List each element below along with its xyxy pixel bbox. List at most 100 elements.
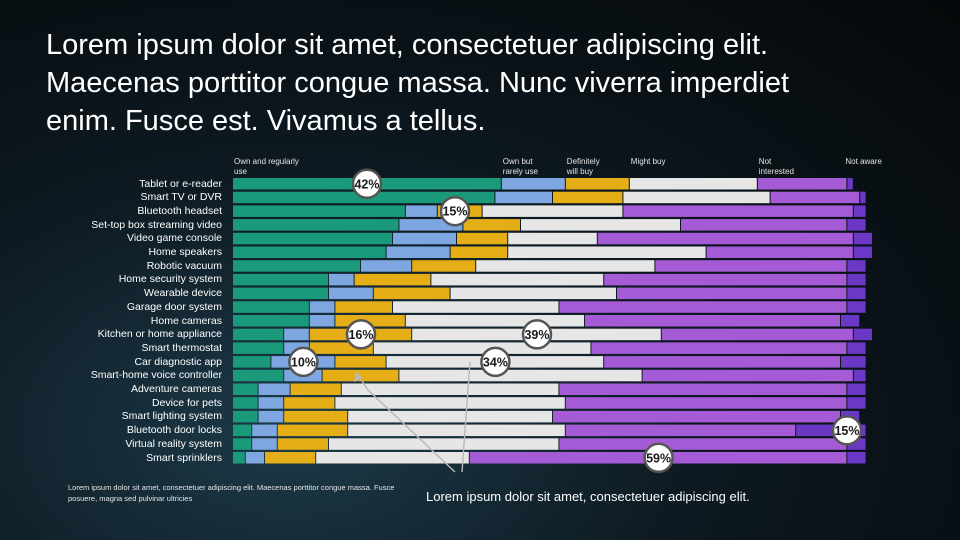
bar-segment [681,219,847,231]
bar-segment [284,397,335,409]
row-label: Adventure cameras [130,383,222,395]
bar-segment [853,369,866,382]
slide-title: Lorem ipsum dolor sit amet, consectetuer… [46,29,790,137]
bar-segment [847,397,866,409]
bar-segment [335,397,565,409]
segment-header: Own but rarely use [502,157,538,176]
bar-segment [348,424,565,437]
bar-segment [770,191,860,204]
bar-segment [373,287,450,300]
row-label: Robotic vacuum [146,259,222,272]
row-label: Wearable device [143,287,222,300]
bar-segment [847,383,866,395]
bar-segment [348,410,552,423]
bar-segment [233,342,284,354]
bar-segment [553,410,840,423]
bar-segment [757,178,847,190]
bar-segment [233,246,386,258]
callout-label: 10% [291,355,316,369]
bar-segment [623,205,853,217]
bar-segment [329,287,373,300]
bar-segment [661,328,853,341]
bar-segment [482,205,623,217]
bar-segment [277,424,348,437]
callout-label: 15% [442,205,467,219]
segment-header: Not interested [758,157,794,176]
row-label: Garage door system [126,300,222,313]
bar-segment [565,424,796,437]
bar-segment [847,178,853,190]
bar-segment [233,273,328,286]
bar-segment [847,260,866,272]
bar-segment [450,246,508,258]
bar-segment [501,178,565,190]
bar-segment [853,232,872,245]
row-label: Bluetooth door locks [126,424,222,437]
bar-segment [386,246,450,258]
row-label: Virtual reality system [125,437,222,450]
bar-segment [233,260,360,272]
bar-segment [853,205,866,217]
row-label: Smart-home voice controller [90,369,222,382]
bar-segment [604,356,840,368]
segment-header: Might buy [630,157,666,166]
row-label: Set-top box streaming video [91,218,222,231]
bar-segment [796,424,866,437]
bar-segment [847,273,866,286]
bar-segment [847,342,866,354]
bar-segment [847,287,866,300]
bar-segment [316,452,469,464]
bar-segment [284,410,348,423]
bar-segment [233,232,392,245]
bar-segment [706,246,853,258]
bar-segment [252,438,277,450]
bar-segment [373,342,591,354]
callout-circle [521,319,553,350]
bar-segment [258,383,290,395]
bar-segment [329,273,354,286]
bar-segment [233,287,328,300]
bar-segment [252,424,277,437]
bar-segment [399,369,642,382]
bar-segment [559,383,847,395]
bar-segment [553,191,623,204]
bar-segment [841,356,866,368]
callout-circle [831,415,863,446]
row-label: Home speakers [148,246,222,258]
bar-segment [258,397,284,409]
bar-segment [629,178,757,190]
row-label: Home cameras [150,314,222,327]
callout-label: 39% [524,328,549,342]
callout-circle [351,168,383,200]
pointer-line [461,361,471,473]
bar-segment [233,369,284,382]
bar-segment [322,369,399,382]
bar-segment [284,328,309,341]
row-label: Smart thermostat [141,341,222,354]
bar-segment [617,287,847,300]
bar-segment [233,356,271,368]
bar-segment [233,205,405,217]
bar-segment [565,178,629,190]
callout-label: 42% [354,177,379,191]
bar-segment [559,438,847,450]
callout-circle [345,319,377,350]
callout-label: 16% [348,328,373,342]
callout-label: 59% [646,451,671,465]
callout-circle [643,442,674,474]
bar-segment [847,438,866,450]
callout-circle [480,346,511,378]
bar-segment [354,273,431,286]
bar-segment [335,315,405,327]
bar-segment [450,287,616,300]
bar-segment [508,246,706,258]
bar-segment [341,383,559,395]
row-label: Device for pets [151,396,222,409]
row-label: Tablet or e-reader [139,177,222,190]
bar-segment [623,191,770,204]
bar-segment [405,205,437,217]
bar-segment [521,219,680,231]
bar-segment [233,383,258,395]
row-label: Video game console [127,232,222,245]
bar-segment [233,424,252,437]
